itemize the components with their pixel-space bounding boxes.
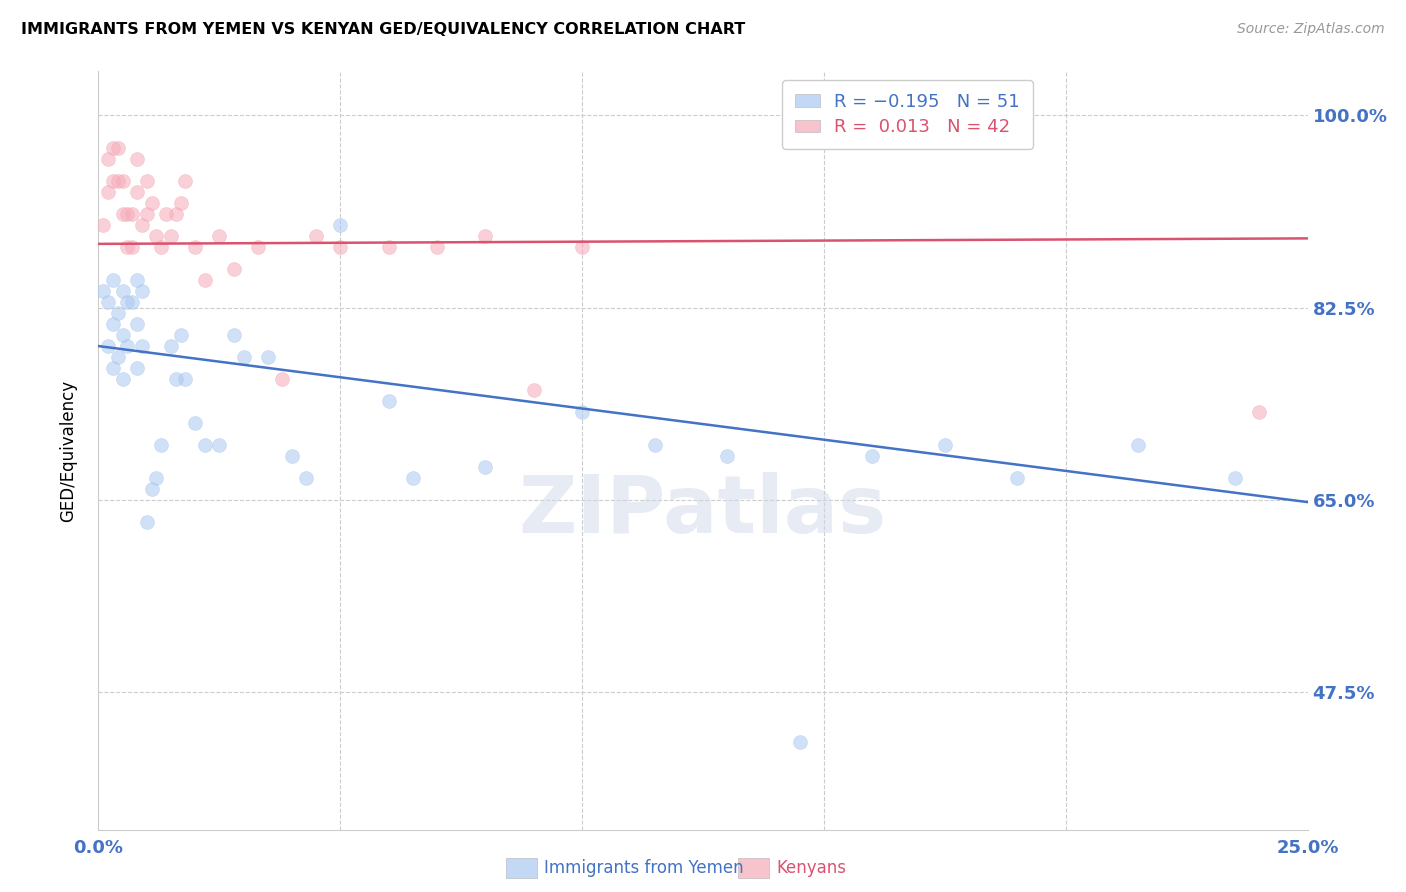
Point [789,734,811,748]
Point [571,405,593,419]
Point [111,372,134,386]
Point [222,328,245,343]
Point [111,284,134,298]
Point [222,262,245,277]
Point [127,273,149,287]
Point [111,328,134,343]
Point [91,218,114,232]
Point [295,471,318,485]
Point [174,174,197,188]
Point [127,317,149,331]
Point [101,141,124,155]
Point [1007,471,1029,485]
Point [523,383,546,397]
Point [256,350,278,364]
Point [329,218,352,232]
Point [141,482,163,496]
Point [97,339,120,353]
Point [91,284,114,298]
Point [426,240,449,254]
Point [150,438,173,452]
Point [117,207,139,221]
Point [194,273,217,287]
Text: Immigrants from Yemen: Immigrants from Yemen [544,859,744,877]
Point [934,438,956,452]
Point [194,438,217,452]
Point [155,207,177,221]
Point [184,240,207,254]
Point [127,186,149,200]
Point [150,240,173,254]
Point [101,273,124,287]
Point [165,372,187,386]
Point [174,372,197,386]
Point [97,295,120,310]
Point [117,339,139,353]
Point [101,317,124,331]
Point [208,438,231,452]
Point [127,361,149,376]
Point [644,438,666,452]
Point [101,174,124,188]
Point [117,240,139,254]
Point [97,153,120,167]
Point [121,207,143,221]
Point [111,207,134,221]
Point [474,459,496,474]
Text: IMMIGRANTS FROM YEMEN VS KENYAN GED/EQUIVALENCY CORRELATION CHART: IMMIGRANTS FROM YEMEN VS KENYAN GED/EQUI… [21,22,745,37]
Point [377,394,399,409]
Point [135,207,157,221]
Point [111,174,134,188]
Legend: R = −0.195   N = 51, R =  0.013   N = 42: R = −0.195 N = 51, R = 0.013 N = 42 [782,80,1032,149]
Point [271,372,294,386]
Point [160,229,183,244]
Point [107,350,129,364]
Point [247,240,270,254]
Point [131,339,153,353]
Point [107,174,129,188]
Point [377,240,399,254]
Point [127,153,149,167]
Point [184,416,207,430]
Point [716,449,738,463]
Point [329,240,352,254]
Point [169,196,191,211]
Point [135,174,157,188]
Point [169,328,191,343]
Point [474,229,496,244]
Point [107,141,129,155]
Point [402,471,425,485]
Point [281,449,304,463]
Point [121,240,143,254]
Point [860,449,883,463]
Point [165,207,187,221]
Point [145,229,167,244]
Point [1249,405,1271,419]
Point [141,196,163,211]
Point [131,284,153,298]
Point [135,515,157,529]
Point [117,295,139,310]
Point [107,306,129,320]
Point [1128,438,1150,452]
Point [145,471,167,485]
Text: Source: ZipAtlas.com: Source: ZipAtlas.com [1237,22,1385,37]
Point [571,240,593,254]
Point [160,339,183,353]
Point [1223,471,1246,485]
Point [101,361,124,376]
Point [131,218,153,232]
Text: ZIPatlas: ZIPatlas [519,472,887,550]
Point [305,229,328,244]
Point [97,186,120,200]
Point [121,295,143,310]
Point [232,350,254,364]
Point [208,229,231,244]
Text: Kenyans: Kenyans [776,859,846,877]
Y-axis label: GED/Equivalency: GED/Equivalency [59,379,77,522]
